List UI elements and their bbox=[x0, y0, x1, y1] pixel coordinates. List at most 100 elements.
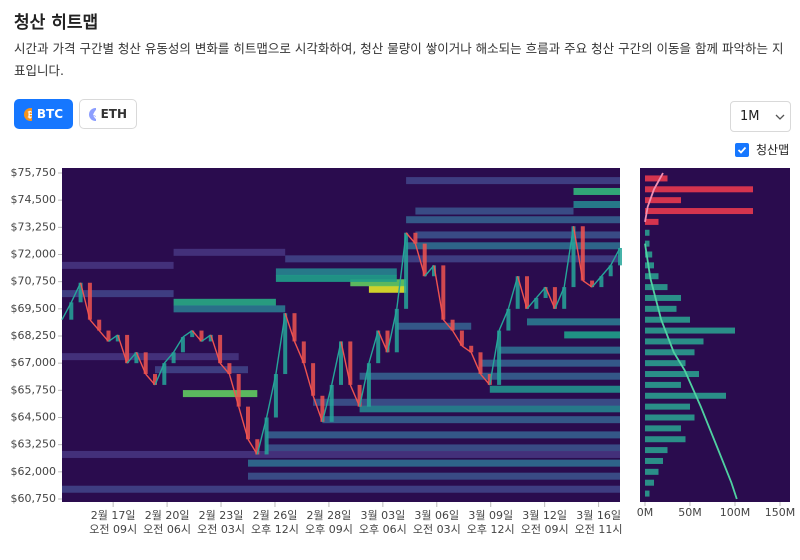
y-tick-label: $64,500 bbox=[11, 411, 57, 424]
liquidation-bar bbox=[645, 371, 699, 378]
candle-body bbox=[180, 337, 185, 353]
page-title: 청산 히트맵 bbox=[14, 13, 99, 33]
coin-icon bbox=[89, 107, 96, 121]
heatmap-band bbox=[62, 290, 174, 298]
coin-tab[interactable]: ETH bbox=[79, 99, 137, 129]
candle-body bbox=[273, 374, 278, 418]
candle-wick bbox=[70, 282, 82, 303]
cumulative-curve bbox=[644, 172, 664, 223]
candle-wick bbox=[154, 362, 165, 386]
candle-body bbox=[385, 330, 390, 353]
heatmap-background bbox=[62, 168, 620, 502]
candle-body bbox=[497, 330, 502, 385]
checkbox[interactable] bbox=[735, 142, 749, 157]
candle-body bbox=[311, 363, 316, 396]
candle-body bbox=[534, 297, 539, 309]
candle-body bbox=[515, 276, 520, 309]
candle-body bbox=[208, 334, 213, 342]
x-tick-label: 3월 12일 bbox=[522, 508, 567, 522]
candle-wick bbox=[256, 417, 268, 455]
heatmap-band bbox=[248, 459, 620, 467]
candle-body bbox=[199, 330, 204, 342]
candle-body bbox=[106, 330, 111, 342]
period-dropdown[interactable]: 1M bbox=[730, 101, 791, 132]
candle-wick bbox=[582, 280, 593, 288]
y-tick-label: $62,000 bbox=[11, 465, 57, 478]
candle-body bbox=[134, 352, 139, 364]
checkbox-label: 청산맵 bbox=[756, 143, 790, 157]
candle-wick bbox=[433, 265, 444, 320]
period-value: 1M bbox=[740, 109, 760, 124]
y-tick-label: $73,250 bbox=[11, 220, 57, 233]
candle-body bbox=[478, 352, 483, 375]
heatmap-band bbox=[573, 201, 620, 209]
candle-wick bbox=[563, 226, 575, 288]
candle-wick bbox=[89, 319, 100, 332]
candle-body bbox=[571, 226, 576, 288]
candle-body bbox=[115, 334, 120, 342]
candle-body bbox=[329, 384, 334, 422]
candle-body bbox=[394, 308, 399, 353]
x-tick-label: 오후 09시 bbox=[305, 523, 353, 536]
y-tick-label: $68,250 bbox=[11, 329, 57, 342]
liquidation-bar bbox=[645, 316, 690, 323]
y-tick-label: $69,500 bbox=[11, 302, 57, 315]
heatmap-band bbox=[155, 366, 248, 374]
liquidation-bar bbox=[645, 392, 726, 399]
candle-wick bbox=[331, 341, 342, 386]
heatmap-band bbox=[266, 431, 620, 439]
candle-body bbox=[525, 276, 529, 309]
candle-wick bbox=[228, 373, 240, 407]
liquidation-bar bbox=[645, 175, 668, 182]
liquidation-bar bbox=[645, 240, 650, 247]
candle-body bbox=[153, 374, 157, 385]
x-tick-label: 오후 12시 bbox=[467, 523, 515, 536]
liquidation-bar bbox=[645, 218, 659, 225]
heatmap-band bbox=[415, 207, 574, 215]
candle-body bbox=[283, 313, 288, 375]
candle-body bbox=[404, 232, 409, 309]
x-tick-label: 100M bbox=[720, 506, 751, 519]
candle-wick bbox=[126, 351, 137, 364]
heatmap-band bbox=[396, 322, 472, 330]
candle-wick bbox=[182, 329, 193, 338]
candle-wick bbox=[340, 341, 351, 386]
heatmap-band bbox=[406, 242, 620, 250]
heatmap-band bbox=[182, 390, 258, 398]
candle-wick bbox=[275, 313, 286, 375]
liquidation-bar bbox=[645, 490, 650, 497]
heatmap-band bbox=[499, 346, 620, 354]
candle-body bbox=[543, 287, 548, 298]
candle-body bbox=[87, 282, 92, 320]
candle-body bbox=[227, 363, 232, 375]
heatmap-band bbox=[62, 450, 620, 458]
liquidation-bar bbox=[645, 262, 654, 269]
liquidation-bar bbox=[645, 284, 668, 291]
candle-body bbox=[562, 287, 567, 309]
coin-tab[interactable]: ₿ BTC bbox=[14, 99, 73, 129]
candle-wick bbox=[349, 384, 361, 407]
heatmap-band bbox=[359, 405, 620, 413]
overlay-toggle[interactable]: 청산맵 bbox=[735, 141, 789, 158]
candle-wick bbox=[507, 276, 519, 310]
candle-wick bbox=[526, 297, 537, 310]
heatmap-band bbox=[285, 255, 620, 263]
candle-wick bbox=[600, 264, 612, 277]
coin-icon: ₿ bbox=[24, 107, 32, 121]
heatmap-band bbox=[564, 331, 620, 339]
candle-wick bbox=[452, 330, 463, 347]
liquidation-bar bbox=[645, 349, 695, 356]
liquidation-bar bbox=[645, 479, 654, 486]
candle-wick bbox=[191, 330, 203, 342]
liquidation-bar bbox=[645, 338, 704, 345]
heatmap-band bbox=[62, 261, 174, 269]
candle-wick bbox=[265, 373, 277, 418]
candle-wick bbox=[377, 330, 389, 353]
candle-wick bbox=[414, 243, 426, 277]
y-tick-label: $75,750 bbox=[11, 166, 57, 179]
candle-wick bbox=[79, 282, 91, 320]
candle-body bbox=[348, 341, 353, 385]
x-tick-label: 오전 03시 bbox=[413, 523, 461, 536]
heatmap-band bbox=[406, 177, 620, 185]
candle-wick bbox=[442, 319, 454, 332]
